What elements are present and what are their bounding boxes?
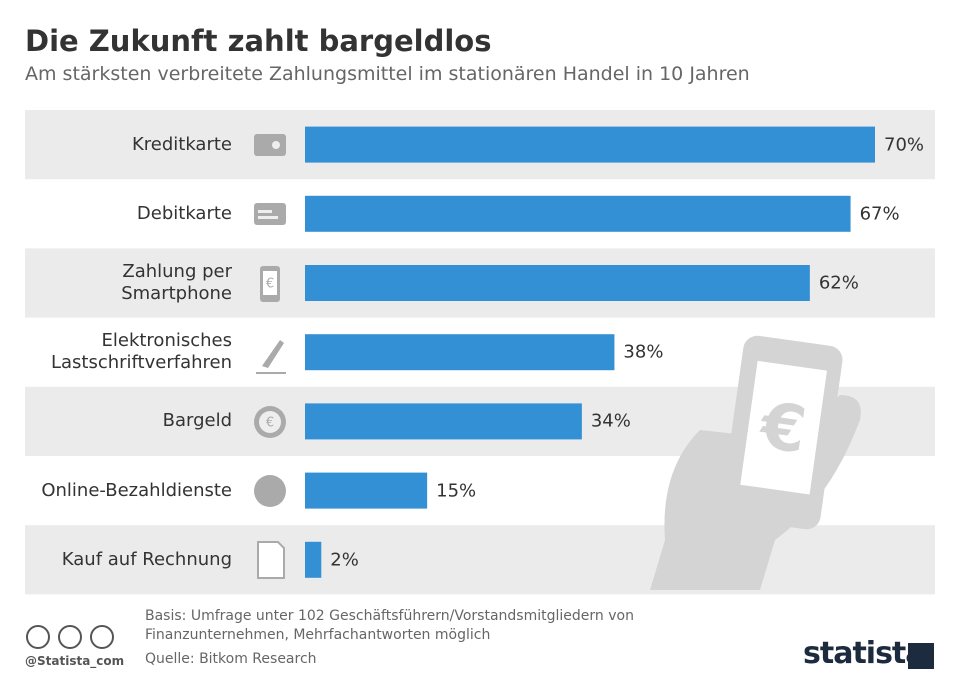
category-label: Zahlung per Smartphone	[121, 261, 232, 304]
value-label: 2%	[330, 549, 359, 571]
row-icons: € €	[254, 134, 286, 579]
bar	[305, 334, 615, 371]
category-label: Kauf auf Rechnung	[61, 548, 232, 570]
bar	[305, 126, 875, 163]
category-label: Debitkarte	[136, 202, 232, 224]
category-label: Online-Bezahldienste	[41, 479, 232, 501]
value-label: 67%	[859, 203, 900, 225]
brand-icon	[908, 643, 934, 669]
value-label: 15%	[436, 480, 477, 502]
title: Die Zukunft zahlt bargeldlos	[25, 24, 492, 58]
value-label: 38%	[623, 341, 664, 363]
value-label: 70%	[884, 134, 925, 156]
credit: @Statista_com	[25, 654, 125, 668]
value-label: 34%	[590, 410, 631, 432]
svg-text:€: €	[266, 277, 274, 292]
source: Quelle: Bitkom Research	[145, 651, 317, 667]
bar	[305, 541, 322, 578]
category-label: Elektronisches Lastschriftverfahren	[50, 330, 232, 374]
brand: statista	[803, 636, 926, 671]
bar	[305, 403, 582, 440]
bar	[305, 265, 810, 301]
svg-text:€: €	[266, 416, 274, 431]
subtitle: Am stärksten verbreitete Zahlungsmittel …	[25, 63, 750, 85]
bar	[305, 195, 851, 232]
row-band	[25, 525, 935, 595]
category-label: Kreditkarte	[131, 133, 232, 155]
hand-phone-illustration: €	[650, 335, 861, 590]
value-label: 62%	[818, 272, 859, 294]
cc-icons	[26, 625, 114, 649]
category-label: Bargeld	[162, 410, 232, 432]
bar	[305, 472, 428, 509]
notes: Basis: Umfrage unter 102 Geschäftsführer…	[145, 608, 634, 643]
